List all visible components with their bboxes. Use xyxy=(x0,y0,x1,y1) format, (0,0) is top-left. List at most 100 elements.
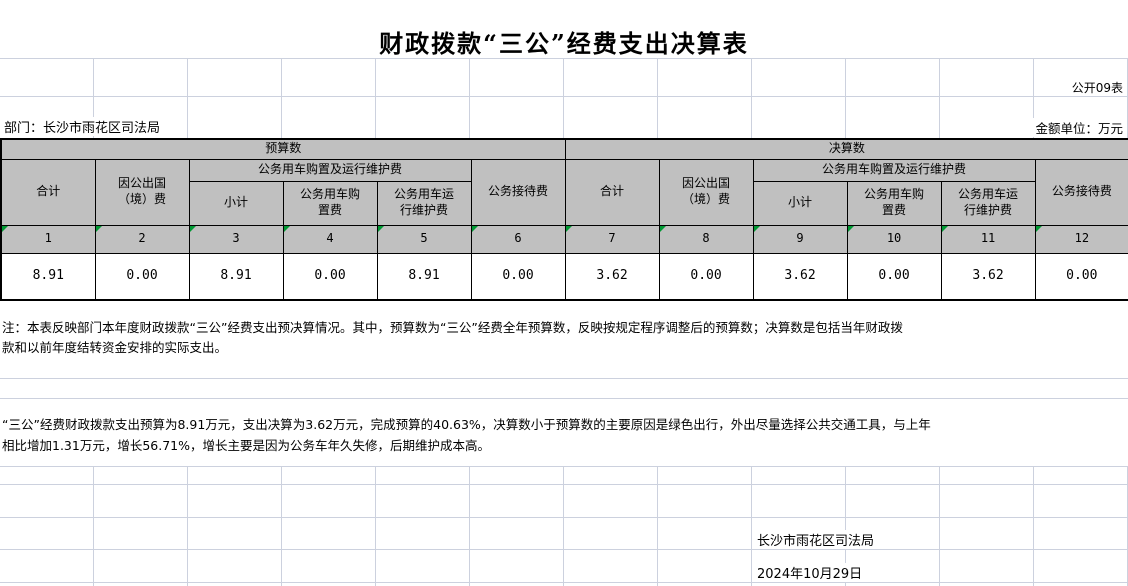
error-indicator-triangle-icon xyxy=(472,226,478,232)
column-number-cell[interactable]: 11 xyxy=(940,224,1036,254)
header-line: 公务用车购 xyxy=(864,187,925,202)
footer-date: 2024年10月29日 xyxy=(755,563,865,582)
header-final-group[interactable]: 决算数 xyxy=(564,138,1128,160)
error-indicator-triangle-icon xyxy=(1036,226,1042,232)
header-line: 因公出国 xyxy=(117,176,166,191)
column-number: 11 xyxy=(980,231,996,246)
note-line: 注：本表反映部门本年度财政拨款“三公”经费支出预决算情况。其中，预算数为“三公”… xyxy=(2,320,903,335)
department-label: 部门：长沙市雨花区司法局 xyxy=(2,117,163,136)
table-code-label: 公开09表 xyxy=(1069,79,1125,96)
column-number-cell[interactable]: 9 xyxy=(752,224,848,254)
value-cell-final-maintenance[interactable]: 3.62 xyxy=(940,252,1036,301)
gridline xyxy=(0,96,1128,97)
header-budget-vehicle-group[interactable]: 公务用车购置及运行维护费 xyxy=(188,158,472,182)
column-number: 2 xyxy=(138,231,146,246)
value-cell-final-subtotal[interactable]: 3.62 xyxy=(752,252,848,301)
gridline xyxy=(0,582,1128,583)
column-number: 12 xyxy=(1074,231,1090,246)
error-indicator-triangle-icon xyxy=(190,226,196,232)
column-number-cell[interactable]: 7 xyxy=(564,224,660,254)
gridline xyxy=(0,58,1128,59)
gridline xyxy=(0,549,1128,550)
gridline xyxy=(0,398,1128,399)
column-number-cell[interactable]: 2 xyxy=(94,224,190,254)
header-line: 公务用车购 xyxy=(299,187,360,202)
header-final-total[interactable]: 合计 xyxy=(564,158,660,226)
column-number: 10 xyxy=(886,231,902,246)
column-number-cell[interactable]: 3 xyxy=(188,224,284,254)
error-indicator-triangle-icon xyxy=(96,226,102,232)
note-line: 相比增加1.31万元，增长56.71%，增长主要是因为公务车年久失修，后期维护成… xyxy=(2,438,490,453)
header-final-abroad[interactable]: 因公出国 （境）费 xyxy=(658,158,754,226)
column-number-cell[interactable]: 6 xyxy=(470,224,566,254)
value-cell-budget-purchase[interactable]: 0.00 xyxy=(282,252,378,301)
header-final-vehicle-group[interactable]: 公务用车购置及运行维护费 xyxy=(752,158,1036,182)
gridline xyxy=(0,517,1128,518)
header-budget-group[interactable]: 预算数 xyxy=(0,138,566,160)
error-indicator-triangle-icon xyxy=(284,226,290,232)
unit-label: 金额单位：万元 xyxy=(1033,118,1125,137)
three-public-expense-table: 预算数 决算数 合计 因公出国 （境）费 公务用车购置及运行维护费 公务接待费 … xyxy=(0,138,1128,301)
header-line: 置费 xyxy=(882,203,907,217)
column-number-cell[interactable]: 12 xyxy=(1034,224,1128,254)
column-number-cell[interactable]: 5 xyxy=(376,224,472,254)
gridline-band-bottom xyxy=(0,466,1128,586)
analysis-note: “三公”经费财政拨款支出预算为8.91万元，支出决算为3.62万元，完成预算的4… xyxy=(2,414,1126,456)
table-note: 注：本表反映部门本年度财政拨款“三公”经费支出预决算情况。其中，预算数为“三公”… xyxy=(2,318,1126,358)
header-final-reception[interactable]: 公务接待费 xyxy=(1034,158,1128,226)
value-cell-final-reception[interactable]: 0.00 xyxy=(1034,252,1128,301)
column-number: 3 xyxy=(232,231,240,246)
note-line: 款和以前年度结转资金安排的实际支出。 xyxy=(2,340,228,355)
header-budget-purchase[interactable]: 公务用车购 置费 xyxy=(282,180,378,226)
column-number-cell[interactable]: 1 xyxy=(0,224,96,254)
column-number: 7 xyxy=(608,231,616,246)
column-number: 5 xyxy=(420,231,428,246)
footer-organization: 长沙市雨花区司法局 xyxy=(755,530,877,549)
header-budget-subtotal[interactable]: 小计 xyxy=(188,180,284,226)
value-cell-budget-abroad[interactable]: 0.00 xyxy=(94,252,190,301)
column-number-cell[interactable]: 8 xyxy=(658,224,754,254)
header-line: （境）费 xyxy=(117,192,166,206)
error-indicator-triangle-icon xyxy=(754,226,760,232)
column-number: 6 xyxy=(514,231,522,246)
error-indicator-triangle-icon xyxy=(848,226,854,232)
column-number-cell[interactable]: 10 xyxy=(846,224,942,254)
error-indicator-triangle-icon xyxy=(942,226,948,232)
header-line: 公务用车运 xyxy=(393,187,454,202)
gridline xyxy=(0,466,1128,467)
error-indicator-triangle-icon xyxy=(378,226,384,232)
value-cell-budget-maintenance[interactable]: 8.91 xyxy=(376,252,472,301)
header-line: （境）费 xyxy=(682,192,731,206)
header-budget-maintenance[interactable]: 公务用车运 行维护费 xyxy=(376,180,472,226)
gridline xyxy=(0,484,1128,485)
header-final-purchase[interactable]: 公务用车购 置费 xyxy=(846,180,942,226)
value-cell-final-purchase[interactable]: 0.00 xyxy=(846,252,942,301)
header-budget-total[interactable]: 合计 xyxy=(0,158,96,226)
gridline-band-top xyxy=(0,58,1128,138)
column-number-cell[interactable]: 4 xyxy=(282,224,378,254)
header-line: 公务用车运 xyxy=(958,187,1019,202)
header-final-subtotal[interactable]: 小计 xyxy=(752,180,848,226)
column-number: 8 xyxy=(702,231,710,246)
gridline xyxy=(0,378,1128,379)
error-indicator-triangle-icon xyxy=(566,226,572,232)
error-indicator-triangle-icon xyxy=(2,226,8,232)
header-line: 因公出国 xyxy=(682,176,731,191)
report-title: 财政拨款“三公”经费支出决算表 xyxy=(379,29,749,58)
header-budget-abroad[interactable]: 因公出国 （境）费 xyxy=(94,158,190,226)
value-cell-budget-subtotal[interactable]: 8.91 xyxy=(188,252,284,301)
value-cell-budget-reception[interactable]: 0.00 xyxy=(470,252,566,301)
value-cell-budget-total[interactable]: 8.91 xyxy=(0,252,96,301)
header-line: 行维护费 xyxy=(964,203,1013,217)
error-indicator-triangle-icon xyxy=(660,226,666,232)
header-budget-reception[interactable]: 公务接待费 xyxy=(470,158,566,226)
note-line: “三公”经费财政拨款支出预算为8.91万元，支出决算为3.62万元，完成预算的4… xyxy=(2,417,931,432)
header-line: 置费 xyxy=(317,203,342,217)
column-number: 4 xyxy=(326,231,334,246)
header-final-maintenance[interactable]: 公务用车运 行维护费 xyxy=(940,180,1036,226)
value-cell-final-total[interactable]: 3.62 xyxy=(564,252,660,301)
column-number: 1 xyxy=(44,231,52,246)
value-cell-final-abroad[interactable]: 0.00 xyxy=(658,252,754,301)
header-line: 行维护费 xyxy=(399,203,448,217)
